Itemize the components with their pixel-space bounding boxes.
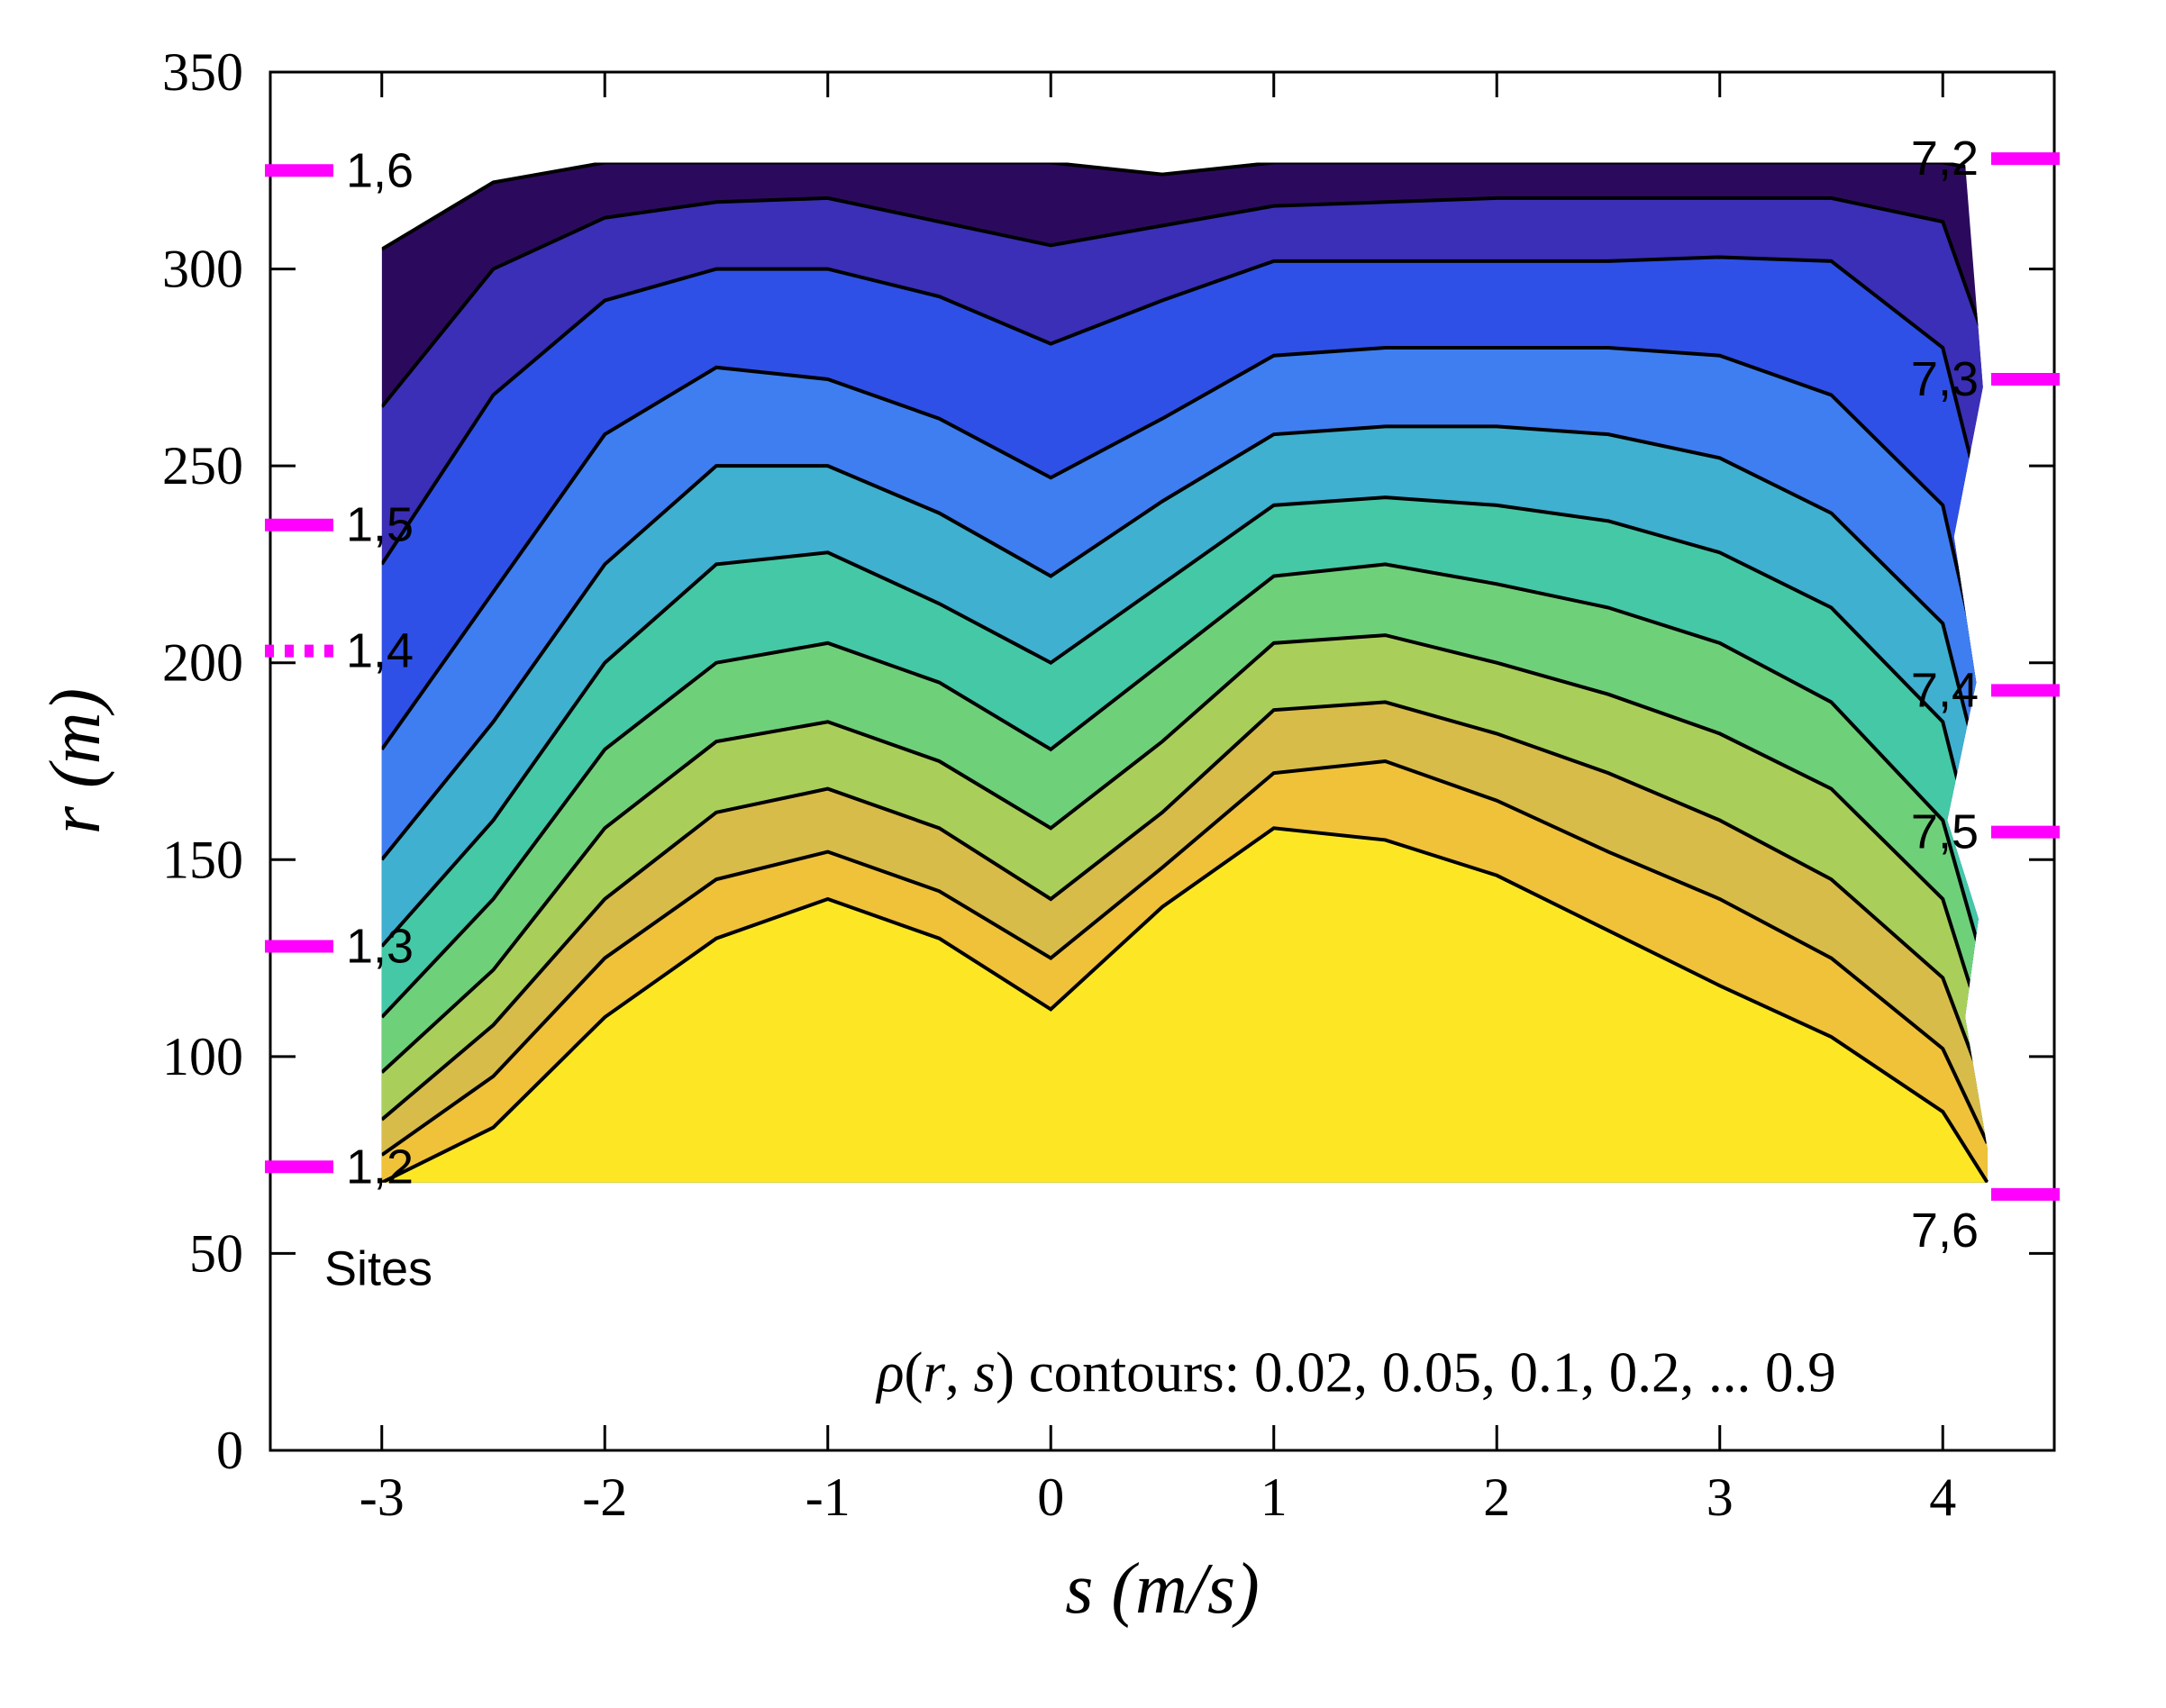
y-tick-label: 350 bbox=[162, 42, 243, 102]
site-label: 1,2 bbox=[346, 1140, 414, 1194]
chart-svg: -3 -2 -1 0 1 2 3 4 0 50 100 150 200 250 300 350 s (m/s) r… bbox=[0, 0, 2166, 1708]
site-label: 1,5 bbox=[346, 498, 414, 552]
y-tick-label: 250 bbox=[162, 436, 243, 495]
x-tick-label: 2 bbox=[1483, 1467, 1510, 1527]
x-tick-label: -3 bbox=[359, 1467, 405, 1527]
y-tick-label: 150 bbox=[162, 830, 243, 889]
y-tick-label: 0 bbox=[216, 1421, 243, 1480]
x-tick-label: 1 bbox=[1260, 1467, 1288, 1527]
x-tick-label: -2 bbox=[582, 1467, 627, 1527]
site-label: 7,5 bbox=[1911, 805, 1979, 859]
y-axis-title: r (m) bbox=[36, 688, 115, 834]
contour-fills bbox=[382, 163, 1988, 1183]
site-label: 7,4 bbox=[1911, 663, 1979, 717]
site-label: 7,2 bbox=[1911, 132, 1979, 186]
site-label: 1,4 bbox=[346, 624, 414, 678]
site-label: 7,6 bbox=[1911, 1204, 1979, 1258]
site-label: 1,3 bbox=[346, 919, 414, 973]
y-tick-label: 50 bbox=[189, 1223, 243, 1283]
y-tick-label: 100 bbox=[162, 1027, 243, 1086]
x-axis-title: s (m/s) bbox=[1065, 1549, 1260, 1629]
x-tick-label: 0 bbox=[1037, 1467, 1064, 1527]
site-label: 7,3 bbox=[1911, 352, 1979, 406]
x-tick-label: -1 bbox=[805, 1467, 851, 1527]
x-tick-label: 3 bbox=[1706, 1467, 1734, 1527]
sites-caption: Sites bbox=[324, 1241, 432, 1295]
contour-chart: -3 -2 -1 0 1 2 3 4 0 50 100 150 200 250 300 350 s (m/s) r… bbox=[0, 0, 2166, 1708]
x-tick-label: 4 bbox=[1929, 1467, 1956, 1527]
site-label: 1,6 bbox=[346, 143, 414, 197]
y-tick-label: 200 bbox=[162, 633, 243, 693]
y-tick-label: 300 bbox=[162, 240, 243, 299]
contour-levels-footnote: ρ(r, s) contours: 0.02, 0.05, 0.1, 0.2, … bbox=[875, 1340, 1836, 1404]
